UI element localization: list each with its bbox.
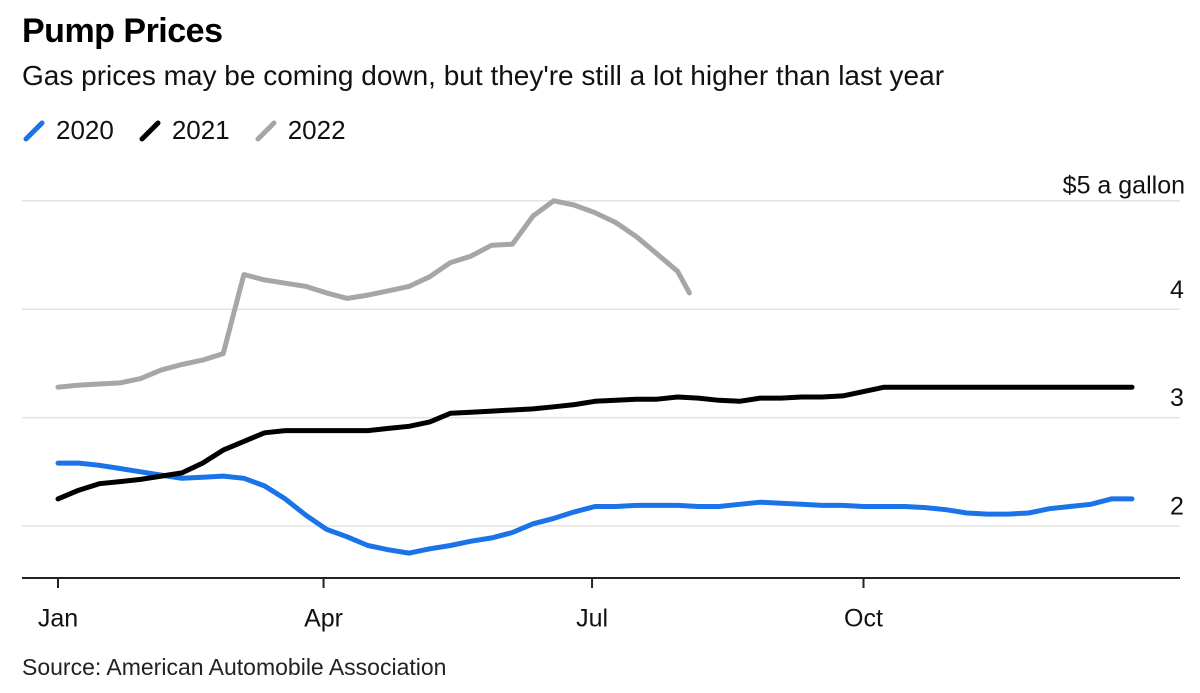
legend-swatch-line-2021 xyxy=(139,120,161,142)
series-line-2022 xyxy=(55,198,692,390)
legend-slash-icon-2022 xyxy=(255,120,277,142)
legend-item-2022: 2022 xyxy=(254,115,346,146)
series-line-2020 xyxy=(55,460,1135,556)
legend-label-2022: 2022 xyxy=(287,114,346,145)
x-tick-label-apr: Apr xyxy=(304,605,343,633)
y-tick-label-4: 4 xyxy=(1170,276,1184,304)
y-tick-label-2: 2 xyxy=(1170,493,1184,521)
x-tick-label-oct: Oct xyxy=(844,605,883,633)
tick-labels: 2 3 4 $5 a gallon Jan Apr Jul Oct xyxy=(38,171,1185,632)
legend-item-2020: 2020 xyxy=(22,115,114,146)
legend-slash-icon-2020 xyxy=(23,120,45,142)
y-tick-label-5: $5 a gallon xyxy=(1063,171,1185,199)
y-tick-label-3: 3 xyxy=(1170,384,1184,412)
legend-label-2020: 2020 xyxy=(56,114,114,145)
x-axis xyxy=(22,577,1180,588)
legend-label-2021: 2021 xyxy=(171,114,230,145)
legend-swatch-line-2022 xyxy=(255,120,277,142)
chart-subtitle: Gas prices may be coming down, but they'… xyxy=(22,60,945,91)
x-tick-label-jul: Jul xyxy=(576,605,608,633)
series-line-2021 xyxy=(55,384,1135,502)
legend-slash-icon-2021 xyxy=(139,120,161,142)
source-note: Source: American Automobile Association xyxy=(22,654,447,680)
legend-item-2021: 2021 xyxy=(138,115,230,146)
legend: 2020 2021 2022 xyxy=(22,113,370,147)
grid-layer xyxy=(22,200,1180,527)
series-layer xyxy=(55,198,1135,556)
x-tick-label-jan: Jan xyxy=(38,605,78,633)
legend-swatch-line-2020 xyxy=(23,120,45,142)
chart-title: Pump Prices xyxy=(22,12,223,50)
